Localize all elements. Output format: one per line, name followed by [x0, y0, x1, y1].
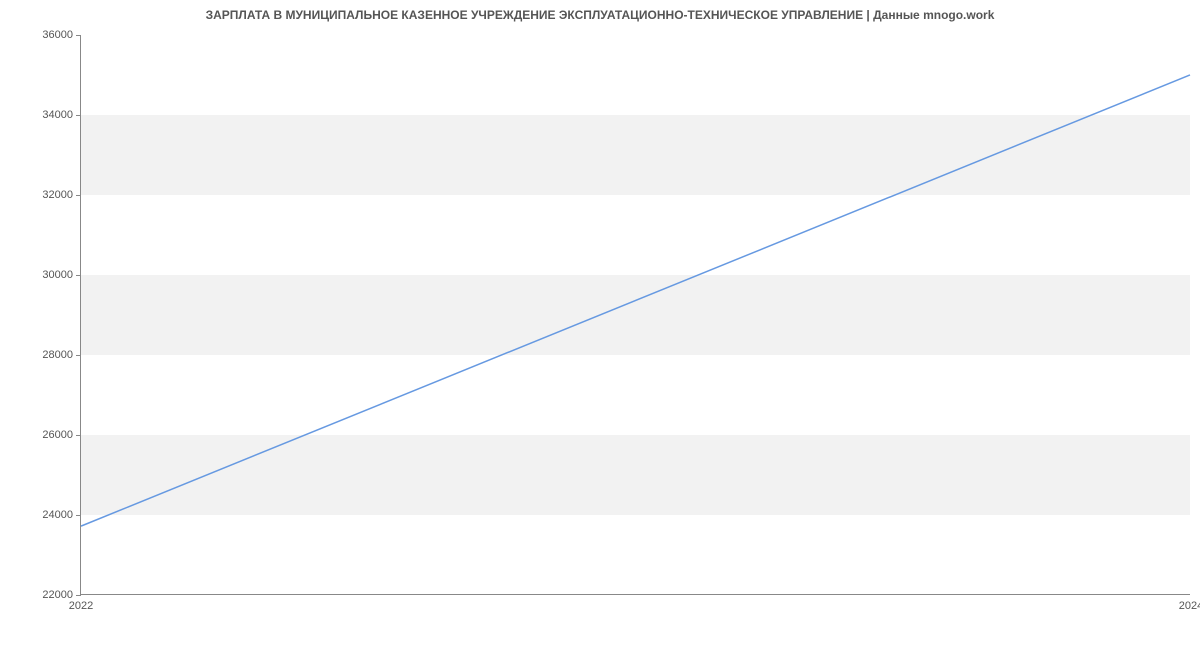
- y-tick-mark: [76, 595, 81, 596]
- x-tick-label: 2024: [1179, 600, 1200, 612]
- y-tick-mark: [76, 275, 81, 276]
- series-line-salary: [81, 75, 1190, 526]
- chart-title: ЗАРПЛАТА В МУНИЦИПАЛЬНОЕ КАЗЕННОЕ УЧРЕЖД…: [0, 8, 1200, 22]
- y-tick-label: 30000: [42, 269, 73, 281]
- y-tick-mark: [76, 115, 81, 116]
- line-series: [81, 35, 1190, 594]
- y-tick-mark: [76, 35, 81, 36]
- x-tick-label: 2022: [69, 600, 93, 612]
- chart-container: ЗАРПЛАТА В МУНИЦИПАЛЬНОЕ КАЗЕННОЕ УЧРЕЖД…: [0, 0, 1200, 650]
- y-tick-label: 28000: [42, 349, 73, 361]
- y-tick-label: 36000: [42, 29, 73, 41]
- y-tick-label: 24000: [42, 509, 73, 521]
- y-tick-label: 34000: [42, 109, 73, 121]
- plot-area: 2200024000260002800030000320003400036000…: [80, 35, 1190, 595]
- y-tick-label: 26000: [42, 429, 73, 441]
- y-tick-mark: [76, 435, 81, 436]
- y-tick-mark: [76, 355, 81, 356]
- y-tick-mark: [76, 515, 81, 516]
- y-tick-mark: [76, 195, 81, 196]
- y-tick-label: 32000: [42, 189, 73, 201]
